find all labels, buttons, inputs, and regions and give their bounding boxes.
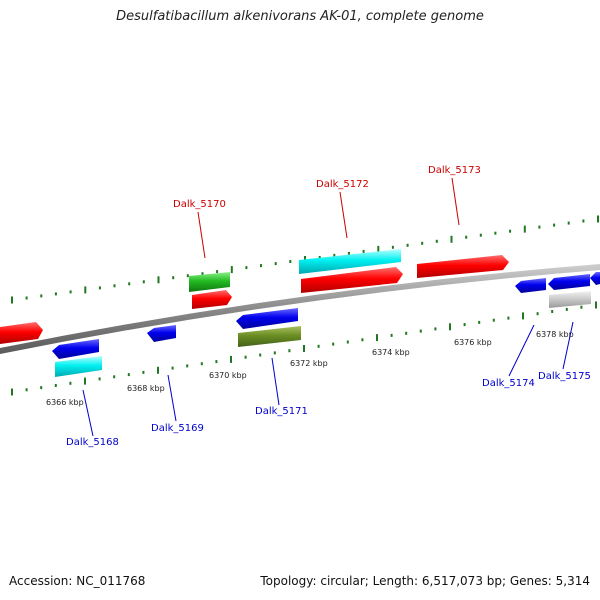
gene-arrow-red[interactable] bbox=[0, 322, 43, 344]
scale-label: 6372 kbp bbox=[290, 359, 328, 368]
gene-label-dalk-5173[interactable]: Dalk_5173 bbox=[428, 165, 481, 176]
gene-box-cyan[interactable] bbox=[299, 249, 401, 274]
label-leader bbox=[339, 191, 348, 239]
gene-box-green[interactable] bbox=[189, 272, 230, 292]
gene-label-dalk-5171[interactable]: Dalk_5171 bbox=[255, 406, 308, 417]
gene-label-dalk-5175[interactable]: Dalk_5175 bbox=[538, 371, 591, 382]
genome-summary-text: Topology: circular; Length: 6,517,073 bp… bbox=[260, 574, 590, 588]
gene-arrow-red[interactable] bbox=[301, 267, 403, 293]
scale-label: 6370 kbp bbox=[209, 371, 247, 380]
gene-box-gray[interactable] bbox=[549, 291, 591, 308]
gene-arrow-red[interactable] bbox=[417, 255, 509, 278]
gene-arrow-red[interactable] bbox=[192, 290, 232, 309]
gene-box-cyan[interactable] bbox=[55, 356, 102, 377]
accession-text: Accession: NC_011768 bbox=[9, 574, 146, 588]
gene-arrow-blue[interactable] bbox=[548, 274, 590, 290]
gene-arrow-blue[interactable] bbox=[52, 339, 99, 359]
reverse-scale-ticks bbox=[11, 301, 597, 396]
scale-label: 6366 kbp bbox=[46, 398, 84, 407]
scale-label: 6368 kbp bbox=[127, 384, 165, 393]
genome-backbone bbox=[0, 264, 600, 354]
scale-label: 6378 kbp bbox=[536, 330, 574, 339]
label-leader bbox=[82, 389, 94, 437]
label-leader bbox=[197, 211, 206, 259]
label-leader bbox=[271, 357, 280, 406]
gene-label-dalk-5170[interactable]: Dalk_5170 bbox=[173, 199, 226, 210]
map-title: Desulfatibacillum alkenivorans AK-01, co… bbox=[116, 9, 484, 24]
gene-box-olive[interactable] bbox=[238, 326, 301, 347]
gene-label-dalk-5169[interactable]: Dalk_5169 bbox=[151, 423, 204, 434]
gene-arrow-blue[interactable] bbox=[515, 278, 546, 293]
label-leader bbox=[508, 324, 535, 377]
gene-arrow-blue[interactable] bbox=[236, 308, 298, 329]
gene-label-dalk-5172[interactable]: Dalk_5172 bbox=[316, 179, 369, 190]
label-leader bbox=[562, 321, 574, 370]
gene-label-dalk-5174[interactable]: Dalk_5174 bbox=[482, 378, 535, 389]
gene-label-dalk-5168[interactable]: Dalk_5168 bbox=[66, 437, 119, 448]
scale-label: 6376 kbp bbox=[454, 338, 492, 347]
label-leader bbox=[451, 177, 460, 226]
scale-label: 6374 kbp bbox=[372, 348, 410, 357]
gene-arrow-blue[interactable] bbox=[147, 325, 176, 342]
label-leader bbox=[167, 374, 177, 422]
gene-arrow-blue[interactable] bbox=[590, 272, 600, 285]
